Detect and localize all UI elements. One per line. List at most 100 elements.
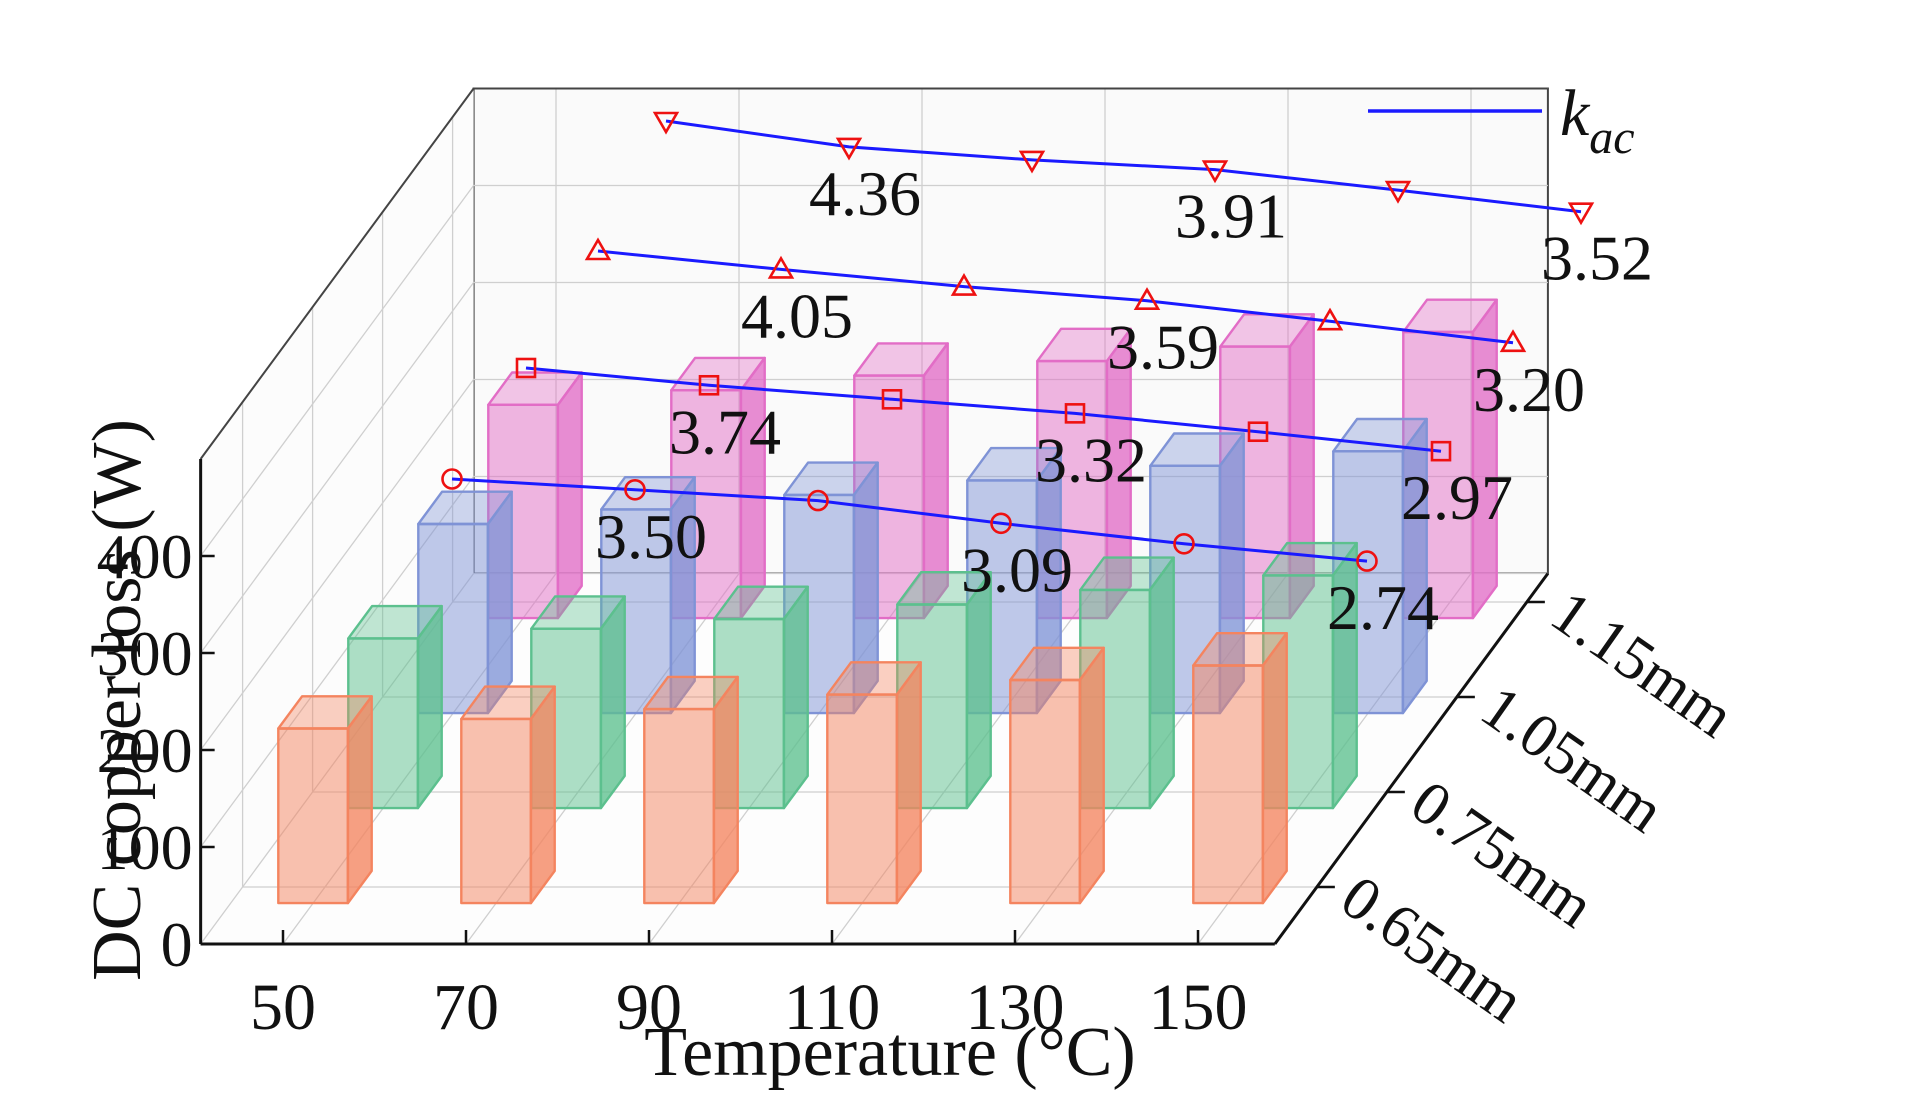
bar xyxy=(417,490,513,715)
bar-top-face xyxy=(896,571,992,606)
x-tick-label: 70 xyxy=(433,971,499,1044)
marker-square xyxy=(1430,440,1452,462)
marker-square xyxy=(698,374,720,396)
bar-side-face xyxy=(416,604,443,810)
data-label: 3.59 xyxy=(1107,312,1219,383)
x-tick-label: 50 xyxy=(250,971,316,1044)
bar-side-face xyxy=(965,571,992,810)
bar-side-face xyxy=(599,595,626,810)
bar-top-face xyxy=(1009,646,1105,682)
bar-top-face xyxy=(1402,298,1498,334)
bar-top-face xyxy=(1192,632,1288,667)
kac-series xyxy=(652,111,1595,226)
data-label: 3.74 xyxy=(669,396,781,467)
bar-top-face xyxy=(1079,556,1175,592)
x-axis-title: Temperature (°C) xyxy=(644,1014,1135,1091)
data-label: 3.91 xyxy=(1175,181,1287,252)
bar-side-face xyxy=(1148,556,1175,810)
y-axis-title: DC copper loss (W) xyxy=(79,419,156,981)
data-label: 4.36 xyxy=(809,158,921,229)
marker-triangle-up xyxy=(1316,307,1344,331)
y-tick-label: 400 xyxy=(97,521,193,592)
x-tick-label: 130 xyxy=(966,971,1065,1044)
marker-triangle-up xyxy=(1133,287,1161,311)
x-tick-label: 150 xyxy=(1149,971,1248,1044)
marker-triangle-down xyxy=(1018,150,1046,174)
data-label: 3.50 xyxy=(595,501,707,572)
y-tick-label: 0 xyxy=(161,909,193,980)
marker-circle xyxy=(1173,532,1195,555)
marker-triangle-down xyxy=(652,111,680,135)
marker-triangle-down xyxy=(1384,180,1412,204)
top-edge xyxy=(199,87,1548,460)
bar-top-face xyxy=(530,595,626,630)
bar-side-face xyxy=(895,661,922,905)
marker-triangle-up xyxy=(767,255,795,279)
marker-circle xyxy=(990,512,1012,535)
bar xyxy=(347,604,443,810)
grid-line-value xyxy=(200,281,1548,654)
marker-triangle-down xyxy=(835,137,863,161)
bar-top-face xyxy=(417,490,513,526)
bar-front-face xyxy=(460,717,533,905)
bar xyxy=(1036,327,1132,620)
bar xyxy=(1192,632,1288,905)
grid-line-value xyxy=(200,378,1548,751)
bar-top-face xyxy=(1149,432,1245,467)
marker-square xyxy=(1064,403,1086,424)
bar-side-face xyxy=(1471,298,1498,620)
bar-top-face xyxy=(783,461,879,497)
bar-top-face xyxy=(966,446,1062,482)
data-label: 3.32 xyxy=(1035,424,1147,495)
bar-side-face xyxy=(529,685,556,905)
bar-top-face xyxy=(1036,327,1132,363)
marker-triangle-down xyxy=(1567,202,1595,226)
data-label: 3.20 xyxy=(1473,354,1585,425)
bar-top-face xyxy=(277,695,373,730)
marker-triangle-down xyxy=(1201,160,1229,184)
bar-side-face xyxy=(712,675,739,905)
depth-axis-line xyxy=(1273,572,1550,945)
legend-label: kac xyxy=(1560,77,1635,164)
marker-circle xyxy=(807,489,829,512)
side-wall xyxy=(200,88,474,944)
bar-top-face xyxy=(347,604,443,640)
bar-top-face xyxy=(853,342,949,377)
bar xyxy=(670,356,766,620)
bar-top-face xyxy=(643,675,739,711)
marker-circle xyxy=(624,478,646,501)
kac-series xyxy=(515,357,1452,462)
bar xyxy=(713,585,809,810)
bar-side-face xyxy=(486,490,513,715)
kac-series xyxy=(584,237,1527,353)
grid-line-value xyxy=(200,184,1548,557)
y-tick-label: 100 xyxy=(97,812,193,883)
bar xyxy=(643,675,739,905)
bar-top-face xyxy=(1219,313,1315,348)
x-tick-label: 90 xyxy=(616,971,682,1044)
data-label: 2.74 xyxy=(1327,572,1439,643)
bar-front-face xyxy=(826,693,899,905)
bar-top-face xyxy=(713,585,809,621)
marker-triangle-up xyxy=(1499,329,1527,353)
x-tick-label: 110 xyxy=(784,971,881,1044)
bar xyxy=(277,695,373,905)
marker-circle xyxy=(441,468,463,490)
data-label: 4.05 xyxy=(741,280,853,351)
bar xyxy=(460,685,556,905)
bar-front-face xyxy=(1192,664,1265,905)
bar-side-face xyxy=(782,585,809,810)
data-labels: 4.36 3.91 3.52 4.05 3.59 3.20 3.74 3.32 2.97 3.50… xyxy=(595,158,1653,643)
marker-square xyxy=(881,389,903,410)
y-tick-label: 200 xyxy=(97,715,193,786)
marker-circle xyxy=(1356,550,1378,572)
bar-front-face xyxy=(643,707,716,905)
bar-front-face xyxy=(1009,678,1082,905)
grid-line-depth xyxy=(241,402,1317,888)
marker-square xyxy=(515,357,537,379)
marker-square xyxy=(1247,421,1269,443)
bar xyxy=(826,661,922,905)
kac-line xyxy=(451,477,1368,563)
